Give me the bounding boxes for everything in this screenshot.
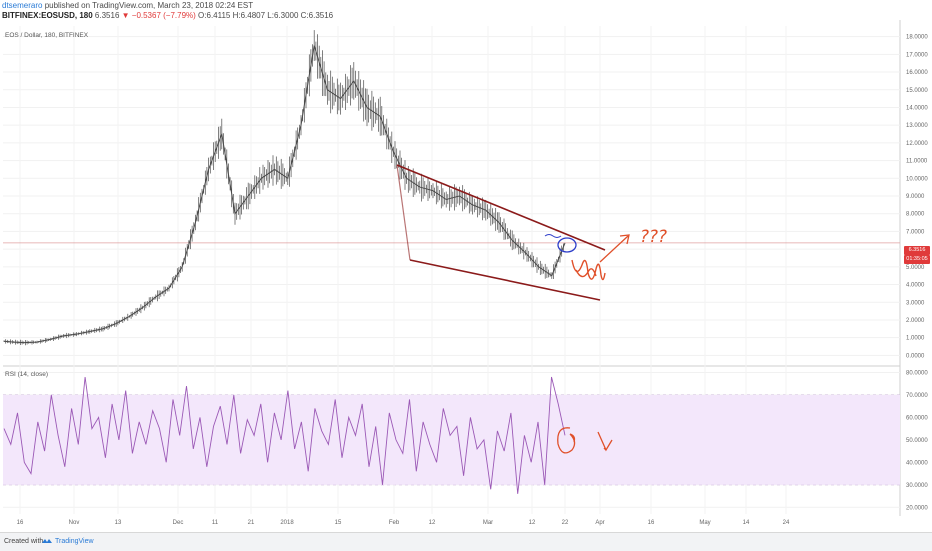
price-tick-label: 17.0000 — [906, 52, 928, 58]
last-price-tag: 6.3516 — [904, 246, 930, 255]
rsi-tick-label: 40.0000 — [906, 460, 928, 466]
rsi-tick-label: 80.0000 — [906, 370, 928, 376]
time-tick-label: 11 — [212, 520, 219, 526]
countdown-tag: 01:35:05 — [904, 255, 930, 264]
price-tick-label: 0.0000 — [906, 353, 925, 359]
ohlc-values: O:6.4115 H:6.4807 L:6.3000 C:6.3516 — [198, 11, 334, 20]
author-link[interactable]: dtsemeraro — [2, 1, 43, 10]
rsi-tick-label: 70.0000 — [906, 393, 928, 399]
time-tick-label: 16 — [648, 520, 655, 526]
time-tick-label: 22 — [562, 520, 569, 526]
price-change: ▼ −0.5367 (−7.79%) — [121, 11, 196, 20]
price-tick-label: 5.0000 — [906, 265, 925, 271]
price-tick-label: 3.0000 — [906, 300, 925, 306]
blue-scribble — [544, 234, 562, 238]
publish-info: published on TradingView.com, March 23, … — [42, 1, 254, 10]
rsi-band — [3, 394, 900, 485]
created-with-label: Created with — [4, 538, 44, 545]
wedge-start — [396, 164, 411, 261]
time-tick-label: Nov — [69, 520, 80, 526]
time-tick-label: 14 — [743, 520, 750, 526]
time-tick-label: 12 — [529, 520, 536, 526]
price-tick-label: 4.0000 — [906, 283, 925, 289]
time-tick-label: Mar — [483, 520, 493, 526]
time-tick-label: 13 — [115, 520, 122, 526]
price-tick-label: 16.0000 — [906, 70, 928, 76]
question-marks-annotation: ??? — [640, 227, 667, 247]
time-tick-label: 15 — [335, 520, 342, 526]
price-tick-label: 11.0000 — [906, 159, 928, 165]
down-arrow-annotation — [597, 431, 613, 452]
price-tick-label: 10.0000 — [906, 176, 928, 182]
time-tick-label: Dec — [173, 520, 184, 526]
price-scribble — [571, 259, 606, 281]
footer-bar: Created with TradingView — [0, 532, 932, 551]
rsi-tick-label: 20.0000 — [906, 505, 928, 511]
price-tick-label: 9.0000 — [906, 194, 925, 200]
symbol-label: BITFINEX:EOSUSD, 180 — [2, 11, 93, 20]
upper-trendline — [396, 164, 606, 251]
time-axis[interactable]: 16 Nov 13 Dec 11 21 2018 15 Feb 12 Mar 12 22 Apr 16 May… — [17, 520, 790, 526]
time-tick-label: 12 — [429, 520, 436, 526]
last-price: 6.3516 — [94, 11, 120, 20]
price-tick-label: 7.0000 — [906, 229, 925, 235]
rsi-tick-label: 60.0000 — [906, 415, 928, 421]
rsi-tick-label: 30.0000 — [906, 483, 928, 489]
user-drawings — [396, 164, 630, 454]
time-tick-label: 21 — [248, 520, 255, 526]
rsi-circle-annotation — [557, 427, 576, 454]
price-tick-label: 1.0000 — [906, 336, 925, 342]
price-tick-label: 13.0000 — [906, 123, 928, 129]
time-tick-label: 16 — [17, 520, 24, 526]
rsi-axis[interactable]: 80.0000 70.0000 60.0000 50.0000 40.0000 30.00… — [906, 370, 928, 511]
header-line-2: BITFINEX:EOSUSD, 180 6.3516 ▼ −0.5367 (−… — [2, 11, 333, 21]
price-tick-label: 2.0000 — [906, 318, 925, 324]
price-tick-label: 12.0000 — [906, 141, 928, 147]
time-tick-label: Apr — [595, 520, 604, 526]
up-arrow-annotation — [599, 234, 630, 263]
lower-trendline — [409, 259, 601, 301]
time-tick-label: May — [699, 520, 710, 526]
rsi-tick-label: 50.0000 — [906, 438, 928, 444]
time-tick-label: 24 — [783, 520, 790, 526]
price-tick-label: 14.0000 — [906, 105, 928, 111]
rsi-pane-title: RSI (14, close) — [5, 371, 48, 378]
price-tick-label: 15.0000 — [906, 88, 928, 94]
rsi-series — [3, 376, 566, 494]
tradingview-logo-icon — [42, 539, 52, 543]
time-tick-label: 2018 — [280, 520, 294, 526]
price-series — [3, 30, 566, 346]
blue-circle-annotation — [557, 237, 577, 253]
rsi-line — [3, 376, 566, 494]
price-tick-label: 8.0000 — [906, 212, 925, 218]
price-axis[interactable]: 18.0000 17.0000 16.0000 15.0000 14.0000 13.00… — [906, 35, 928, 360]
main-pane-title: EOS / Dollar, 180, BITFINEX — [5, 32, 89, 39]
header-line-1: dtsemeraro published on TradingView.com,… — [2, 1, 253, 11]
tradingview-brand[interactable]: TradingView — [55, 538, 94, 545]
time-tick-label: Feb — [389, 520, 400, 526]
price-tick-label: 18.0000 — [906, 35, 928, 41]
